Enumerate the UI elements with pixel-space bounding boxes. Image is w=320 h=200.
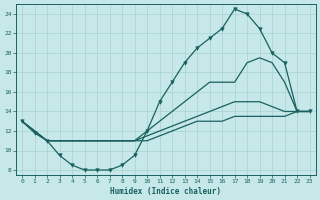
X-axis label: Humidex (Indice chaleur): Humidex (Indice chaleur) bbox=[110, 187, 221, 196]
